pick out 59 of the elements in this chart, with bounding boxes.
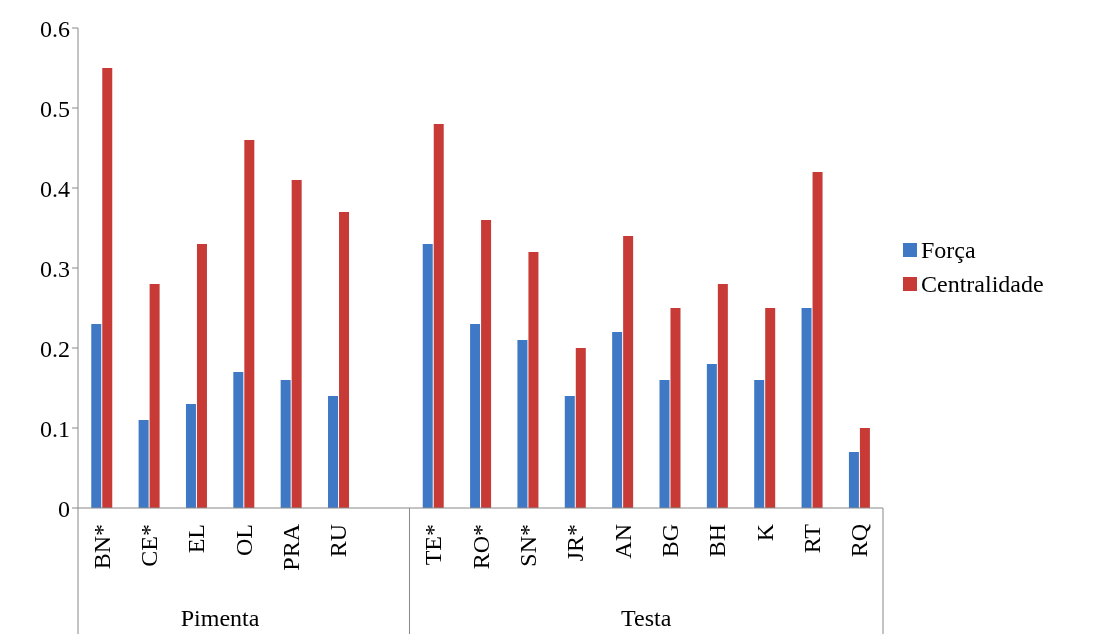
bar <box>233 372 244 508</box>
y-tick-label: 0.3 <box>40 255 70 282</box>
bar <box>280 380 291 508</box>
y-tick-label: 0.2 <box>40 335 70 362</box>
text: Pimenta <box>180 605 260 631</box>
bar <box>196 244 207 508</box>
x-tick-label: RU <box>325 524 352 558</box>
y-tick-label: 0 <box>58 495 70 522</box>
bar <box>291 180 302 508</box>
bar <box>812 172 823 508</box>
bar <box>612 332 623 508</box>
bar <box>339 212 350 508</box>
bar <box>149 284 160 508</box>
bar <box>138 420 149 508</box>
bar <box>623 236 634 508</box>
x-tick-label: BH <box>704 524 731 558</box>
bar <box>422 244 433 508</box>
bar <box>659 380 670 508</box>
bar <box>564 396 575 508</box>
y-tick-label: 0.5 <box>40 95 70 122</box>
legend-label: Força <box>921 236 976 264</box>
bar <box>244 140 255 508</box>
bar <box>481 220 492 508</box>
bar <box>517 340 528 508</box>
bar <box>670 308 681 508</box>
bar <box>706 364 717 508</box>
bar <box>575 348 586 508</box>
bar <box>102 68 113 508</box>
x-tick-label: EL <box>183 524 210 554</box>
bar <box>328 396 339 508</box>
bar <box>528 252 539 508</box>
bar <box>754 380 765 508</box>
bar <box>433 124 444 508</box>
bar <box>848 452 859 508</box>
legend-label: Centralidade <box>921 270 1044 298</box>
x-tick-label: TE* <box>420 524 447 566</box>
bar <box>717 284 728 508</box>
bar <box>91 324 102 508</box>
x-tick-label: RQ <box>846 524 873 558</box>
x-tick-label: BN* <box>88 524 115 570</box>
x-tick-label: PRA <box>278 523 305 571</box>
text: Testa <box>621 605 672 631</box>
bar <box>801 308 812 508</box>
bar <box>470 324 481 508</box>
x-tick-label: CE* <box>136 524 163 567</box>
y-tick-label: 0.6 <box>40 15 70 42</box>
x-tick-label: JR* <box>562 524 589 562</box>
x-tick-label: AN <box>609 524 636 559</box>
bar <box>185 404 196 508</box>
bar <box>859 428 870 508</box>
x-tick-label: K <box>751 523 778 542</box>
x-tick-label: OL <box>230 524 257 556</box>
x-tick-label: RO* <box>467 524 494 570</box>
x-tick-label: SN* <box>514 524 541 567</box>
y-tick-label: 0.4 <box>40 175 70 202</box>
y-tick-label: 0.1 <box>40 415 70 442</box>
bar <box>765 308 776 508</box>
x-tick-label: BG <box>656 524 683 558</box>
x-tick-label: RT <box>798 523 825 554</box>
